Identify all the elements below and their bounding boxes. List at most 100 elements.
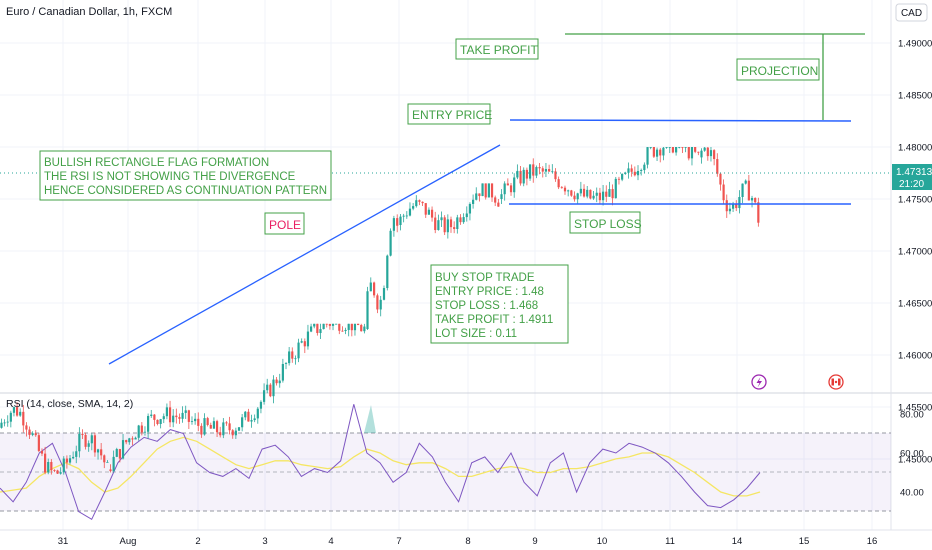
entry-price-line[interactable]: [509, 119, 852, 122]
candle-body: [360, 325, 363, 332]
trade-note[interactable]: BUY STOP TRADE ENTRY PRICE : 1.48 STOP L…: [430, 264, 569, 344]
candle-body: [6, 421, 9, 423]
candle-body: [53, 470, 56, 471]
candle-body: [75, 451, 78, 457]
time-tick-label: 9: [532, 536, 537, 547]
candle-body: [215, 421, 219, 433]
candle-body: [168, 407, 172, 423]
candle-body: [659, 149, 662, 156]
currency-button-label: CAD: [901, 8, 922, 19]
time-tick-label: 10: [597, 536, 608, 547]
rsi-axis[interactable]: 80.00 60.00 40.00: [900, 410, 924, 499]
formation-note-line: BULLISH RECTANGLE FLAG FORMATION: [44, 157, 269, 169]
candle-body: [440, 217, 443, 221]
candle-body: [453, 227, 456, 230]
candle-body: [106, 461, 109, 463]
candle-body: [646, 147, 649, 165]
rsi-overbought-fill: [364, 405, 376, 433]
candle-body: [465, 213, 468, 218]
candle-body: [481, 183, 484, 197]
candle-body: [190, 421, 194, 422]
candle-body: [424, 203, 427, 215]
candle-body: [197, 418, 200, 426]
candle-body: [535, 167, 538, 176]
candle-body: [328, 323, 331, 326]
candle-body: [608, 189, 611, 197]
bar-countdown: 21:20: [899, 179, 924, 190]
candle-body: [325, 323, 328, 325]
candle-body: [9, 412, 12, 422]
candle-body: [459, 217, 462, 223]
projection-label[interactable]: PROJECTION: [736, 58, 820, 81]
rsi-tick-label: 80.00: [900, 410, 924, 421]
price-tick-label: 1.45500: [898, 403, 932, 414]
candle-body: [284, 363, 288, 364]
pole-trendline[interactable]: [108, 144, 501, 365]
candle-body: [272, 379, 275, 397]
candle-body: [50, 462, 53, 471]
candle-body: [735, 203, 738, 209]
pole-label[interactable]: POLE: [264, 212, 305, 235]
candle-body: [68, 458, 72, 463]
time-axis[interactable]: 31 Aug 2 3 4 7 8 9 10 11 14 15 16: [58, 536, 878, 547]
time-tick-label: 16: [867, 536, 878, 547]
time-tick-label: 7: [396, 536, 401, 547]
candle-body: [194, 418, 197, 422]
candle-body: [369, 282, 372, 292]
candle-body: [427, 209, 431, 215]
candle-body: [313, 323, 316, 327]
candle-body: [627, 168, 630, 173]
candle-body: [187, 410, 190, 422]
candle-body: [237, 427, 241, 431]
candle-body: [386, 255, 389, 289]
candle-body: [335, 323, 338, 325]
candle-body: [22, 411, 25, 426]
entry-price-text: ENTRY PRICE: [412, 108, 492, 122]
candle-body: [592, 195, 595, 199]
candle-body: [443, 217, 446, 233]
rsi-title[interactable]: RSI (14, close, SMA, 14, 2): [6, 398, 133, 410]
candle-body: [681, 147, 684, 148]
candle-body: [356, 323, 360, 326]
candle-body: [379, 299, 382, 310]
candle-body: [219, 432, 222, 436]
candle-body: [697, 151, 700, 153]
entry-price-label[interactable]: ENTRY PRICE: [407, 103, 492, 125]
candle-body: [405, 215, 408, 217]
candle-body: [15, 407, 19, 416]
stop-loss-label[interactable]: STOP LOSS: [569, 211, 642, 234]
candle-body: [40, 450, 44, 454]
canada-flag-event-icon[interactable]: [828, 374, 844, 390]
candle-body: [100, 449, 103, 456]
price-tick-label: 1.48500: [898, 91, 932, 102]
candle-body: [700, 150, 703, 158]
currency-button[interactable]: CAD: [895, 3, 928, 22]
formation-note[interactable]: BULLISH RECTANGLE FLAG FORMATION THE RSI…: [39, 150, 332, 201]
candle-body: [376, 295, 379, 310]
candle-body: [159, 419, 162, 425]
symbol-title[interactable]: Euro / Canadian Dollar, 1h, FXCM: [6, 6, 172, 18]
candle-body: [725, 200, 728, 212]
candle-body: [200, 425, 203, 435]
candle-body: [225, 422, 228, 424]
take-profit-label[interactable]: TAKE PROFIT: [455, 38, 539, 60]
candle-body: [0, 422, 3, 428]
candle-body: [165, 407, 169, 417]
candle-body: [614, 178, 617, 199]
candle-body: [586, 189, 589, 197]
candle-body: [382, 288, 386, 300]
candle-body: [244, 411, 247, 418]
candlestick-series: [0, 147, 760, 475]
price-axis[interactable]: 1.49000 1.48500 1.48000 1.47500 1.47000 1.465…: [898, 39, 932, 466]
candle-body: [3, 422, 6, 424]
lightning-event-icon[interactable]: [751, 374, 767, 390]
candle-body: [47, 462, 50, 473]
candle-body: [738, 197, 741, 209]
candle-body: [652, 147, 655, 157]
candle-body: [184, 410, 187, 413]
candle-body: [713, 150, 716, 160]
candle-body: [513, 177, 516, 193]
candle-body: [341, 330, 344, 332]
candle-body: [576, 193, 579, 200]
